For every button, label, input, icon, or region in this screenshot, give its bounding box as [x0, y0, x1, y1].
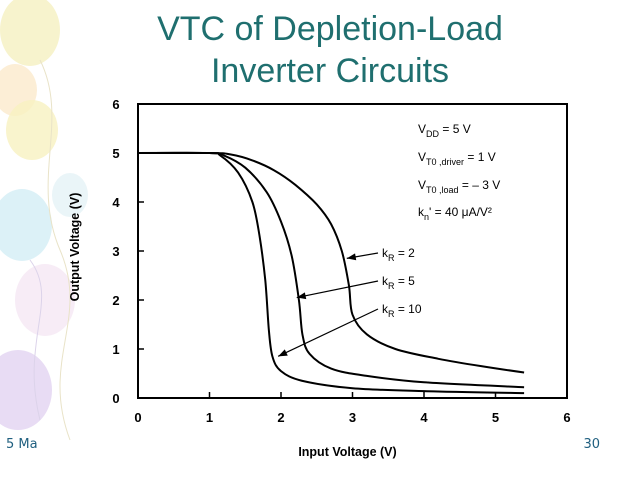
- annotation-arrow-line: [277, 308, 379, 357]
- plot-area-frame: [137, 103, 568, 399]
- x-tick-label: 1: [206, 410, 213, 425]
- slide-title-line-2: Inverter Circuits: [210, 52, 450, 90]
- series-label-1: kR = 2: [382, 246, 415, 263]
- y-tick-label: 4: [112, 195, 120, 210]
- parameter-label-1: VDD = 5 V: [418, 122, 471, 139]
- slide-title-line-1: VTC of Depletion-Load: [157, 10, 503, 48]
- vtc-curve-series-3: [137, 151, 525, 395]
- page-number: 30: [583, 437, 600, 452]
- y-tick-label: 2: [112, 293, 119, 308]
- annotation-arrow-head: [296, 292, 307, 300]
- parameter-label-4: kn' = 40 μA/V²: [418, 205, 492, 222]
- y-tick-label: 0: [112, 391, 119, 406]
- x-tick-label: 0: [134, 410, 141, 425]
- x-axis-title: Input Voltage (V): [298, 445, 396, 459]
- parameter-label-2: VT0 ,driver = 1 V: [418, 150, 496, 167]
- vtc-curve-series-1: [137, 151, 525, 374]
- y-tick-label: 3: [112, 244, 119, 259]
- x-tick-label: 3: [349, 410, 356, 425]
- y-tick-label: 1: [112, 342, 119, 357]
- series-label-2: kR = 5: [382, 274, 415, 291]
- balloon-decoration: [0, 0, 88, 441]
- x-tick-label: 2: [277, 410, 284, 425]
- annotation-arrow-head: [278, 349, 288, 357]
- x-tick-label: 6: [563, 410, 570, 425]
- annotation-arrow-line: [296, 280, 379, 299]
- parameter-label-3: VT0 ,load = – 3 V: [418, 178, 500, 195]
- y-tick-label: 5: [112, 146, 119, 161]
- footer-date: 5 Ma: [6, 437, 38, 452]
- annotation-arrow-head: [346, 253, 357, 261]
- series-label-3: kR = 10: [382, 302, 422, 319]
- y-axis-title: Output Voltage (V): [68, 193, 82, 302]
- vtc-curve-series-2: [137, 151, 525, 389]
- y-tick-label: 6: [112, 97, 119, 112]
- x-tick-label: 5: [492, 410, 499, 425]
- x-tick-label: 4: [420, 410, 428, 425]
